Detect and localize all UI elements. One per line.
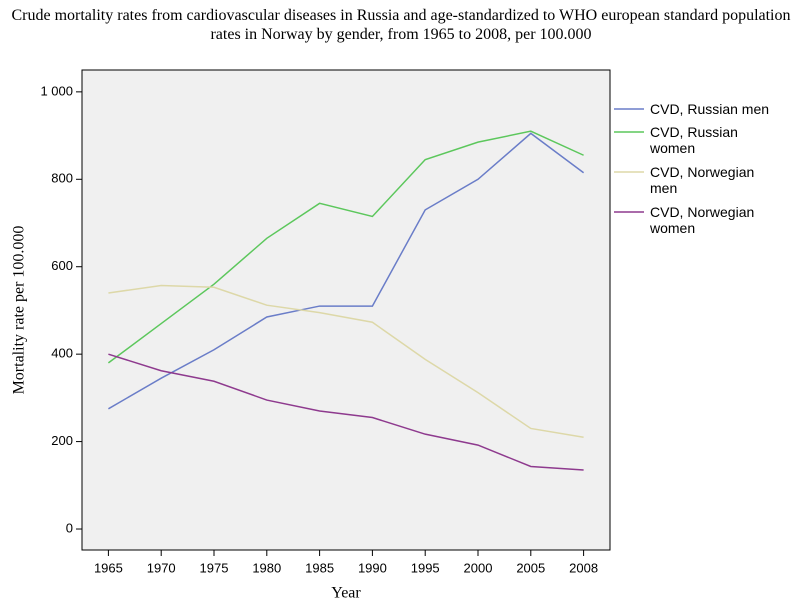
x-tick-label: 1980 bbox=[252, 560, 281, 575]
y-tick-label: 0 bbox=[66, 520, 73, 535]
series-line bbox=[108, 353, 584, 471]
x-tick-label: 2000 bbox=[464, 560, 493, 575]
series-line bbox=[108, 132, 585, 410]
x-axis-title: Year bbox=[331, 585, 361, 602]
legend-label: CVD, Norwegian men bbox=[650, 164, 755, 196]
x-tick-label: 1965 bbox=[94, 560, 123, 575]
series-line bbox=[108, 284, 584, 438]
y-tick-label: 400 bbox=[51, 346, 73, 361]
x-tick-label: 1990 bbox=[358, 560, 387, 575]
y-tick-label: 800 bbox=[51, 171, 73, 186]
x-tick-label: 2008 bbox=[569, 560, 598, 575]
series-line bbox=[107, 130, 584, 364]
x-tick-label: 2005 bbox=[516, 560, 545, 575]
y-tick-label: 1 000 bbox=[40, 83, 73, 98]
chart-title: Crude mortality rates from cardiovascula… bbox=[11, 7, 791, 43]
y-axis-title: Mortality rate per 100.000 bbox=[11, 226, 28, 395]
y-tick-label: 600 bbox=[51, 258, 73, 273]
x-tick-label: 1975 bbox=[200, 560, 229, 575]
x-tick-label: 1970 bbox=[147, 560, 176, 575]
legend-label: CVD, Russian men bbox=[650, 101, 770, 117]
legend-label: CVD, Russian women bbox=[650, 124, 738, 156]
x-tick-label: 1985 bbox=[305, 560, 334, 575]
y-tick-label: 200 bbox=[51, 433, 73, 448]
x-tick-label: 1995 bbox=[411, 560, 440, 575]
plot-area bbox=[81, 69, 611, 551]
legend-label: CVD, Norwegian women bbox=[650, 204, 755, 236]
